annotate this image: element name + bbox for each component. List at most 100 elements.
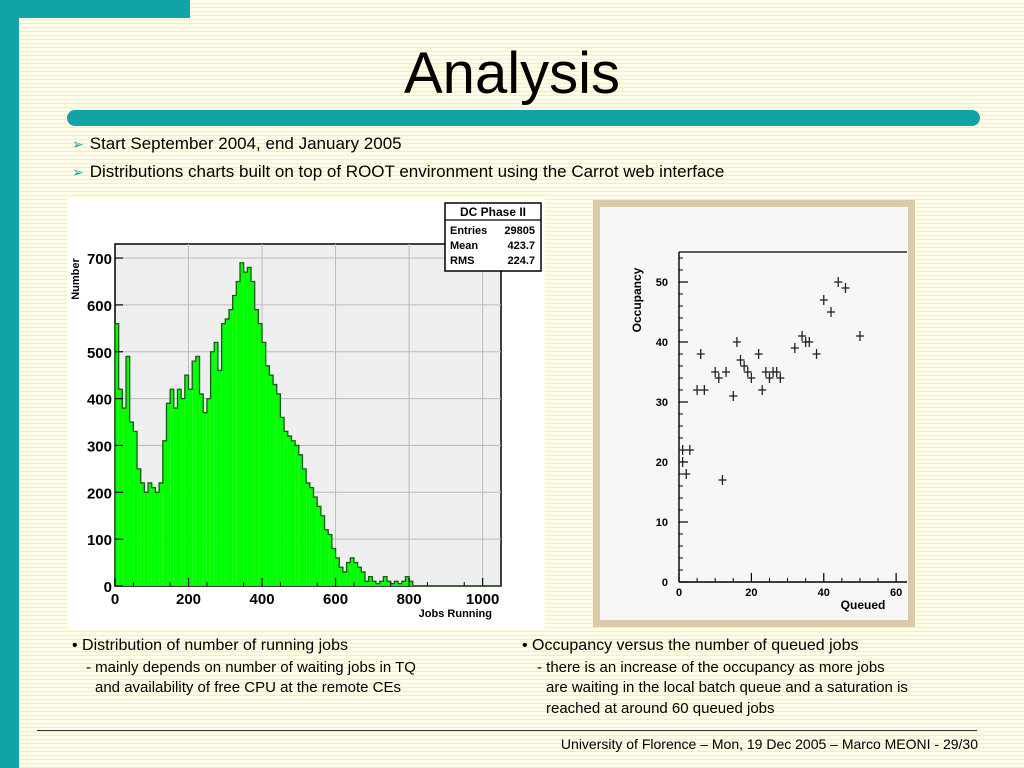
bullet-root: ➢ Distributions charts built on top of RO…	[72, 162, 724, 182]
scatter-point	[758, 385, 767, 395]
histogram-bar	[203, 412, 207, 586]
arrow-bullet-icon: ➢	[72, 164, 84, 180]
scatter-point	[765, 373, 774, 383]
histogram-bar	[228, 309, 233, 586]
histogram-bar	[313, 496, 318, 586]
histogram-bar	[177, 389, 182, 586]
stats-entries-value: 29805	[504, 225, 535, 237]
histogram-bars	[114, 262, 501, 587]
histogram-bar	[115, 323, 119, 586]
scatter-y-tick-label: 30	[656, 397, 668, 409]
footer-divider	[37, 730, 977, 731]
stats-mean-label: Mean	[450, 240, 478, 252]
scatter-x-label: Queued	[841, 598, 886, 612]
histogram-bar	[262, 342, 266, 586]
scatter-point	[790, 343, 799, 353]
histogram-bar	[239, 262, 244, 586]
histogram-outline	[114, 262, 501, 587]
scatter-point	[722, 367, 731, 377]
scatter-point	[714, 373, 723, 383]
histogram-caption-detail-2: and availability of free CPU at the remo…	[95, 679, 401, 696]
histogram-bar	[372, 581, 377, 586]
histogram-bar	[137, 468, 141, 586]
top-accent-tab	[0, 0, 190, 18]
histogram-x-tick-label: 200	[176, 591, 201, 608]
histogram-bar	[144, 492, 149, 586]
histogram-bar	[287, 436, 292, 586]
histogram-y-tick-label: 500	[87, 345, 112, 362]
scatter-points	[678, 277, 864, 485]
scatter-point	[736, 355, 745, 365]
histogram-bar	[140, 482, 145, 586]
histogram-bar	[173, 407, 178, 586]
histogram-bar	[192, 361, 196, 586]
scatter-point	[682, 469, 691, 479]
histogram-bar	[276, 393, 281, 586]
histogram-bar	[350, 557, 354, 586]
scatter-point	[732, 337, 741, 347]
scatter-point	[805, 337, 814, 347]
histogram-bar	[298, 454, 303, 586]
histogram-bar	[214, 342, 218, 586]
histogram-bar	[317, 506, 321, 586]
histogram-bar	[331, 548, 336, 586]
histogram-bar	[387, 581, 391, 586]
scatter-point	[841, 283, 850, 293]
histogram-bar	[265, 365, 270, 586]
histogram-y-tick-label: 400	[87, 392, 112, 409]
histogram-bar	[291, 440, 296, 586]
histogram-bar	[210, 351, 215, 586]
histogram-bar	[258, 323, 263, 586]
histogram-bar	[324, 529, 329, 586]
histogram-bar	[236, 281, 240, 586]
histogram-bar	[320, 515, 325, 586]
histogram-bar	[295, 445, 299, 586]
scatter-point	[678, 445, 687, 455]
histogram-bar	[346, 562, 351, 586]
histogram-bar	[181, 398, 185, 586]
histogram-bar	[364, 581, 369, 586]
scatter-point	[747, 373, 756, 383]
scatter-point	[834, 277, 843, 287]
histogram-bar	[309, 487, 314, 586]
scatter-point	[776, 373, 785, 383]
histogram-bar	[162, 440, 167, 586]
footer-text: University of Florence – Mon, 19 Dec 200…	[560, 736, 978, 752]
histogram-bar	[170, 389, 174, 586]
histogram-bar	[328, 534, 332, 586]
histogram-bar	[280, 417, 285, 586]
histogram-bar	[368, 576, 373, 586]
histogram-bar	[339, 567, 343, 586]
histogram-bar	[251, 281, 255, 586]
histogram-bar	[243, 272, 248, 586]
histogram-bar	[188, 389, 193, 586]
scatter-point	[693, 385, 702, 395]
histogram-panel: 0 100 200 300 400 500 600 700 0 200 400 600 800 1000 …	[67, 199, 545, 634]
histogram-y-tick-label: 0	[104, 579, 112, 596]
scatter-point	[812, 349, 821, 359]
bullet-dates: ➢ Start September 2004, end January 2005	[72, 134, 402, 154]
title-underline-bar	[67, 110, 980, 126]
histogram-x-tick-label: 400	[250, 591, 275, 608]
histogram-bar	[206, 398, 211, 586]
histogram-y-tick-label: 300	[87, 438, 112, 455]
scatter-point	[827, 307, 835, 317]
histogram-grid	[115, 244, 501, 586]
scatter-x-tick-label: 0	[676, 587, 682, 599]
histogram-bar	[199, 393, 204, 586]
histogram-x-tick-label: 800	[397, 591, 422, 608]
histogram-caption: • Distribution of number of running jobs	[72, 637, 348, 654]
scatter-y-label: Occupancy	[630, 267, 644, 332]
histogram-axis-ticks: 0 100 200 300 400 500 600 700 0 200 400 600 800 1000	[87, 251, 499, 608]
histogram-bar	[254, 309, 259, 586]
scatter-caption-detail-3: reached at around 60 queued jobs	[546, 700, 775, 717]
histogram-bar	[302, 468, 307, 586]
histogram-bar	[273, 384, 277, 586]
bullet-root-text: Distributions charts built on top of ROO…	[89, 162, 725, 181]
histogram-x-label: Jobs Running	[419, 608, 492, 620]
histogram-bar	[129, 422, 134, 586]
histogram-bar	[409, 581, 413, 586]
histogram-y-tick-label: 700	[87, 251, 112, 268]
histogram-y-label: Number	[70, 258, 82, 300]
